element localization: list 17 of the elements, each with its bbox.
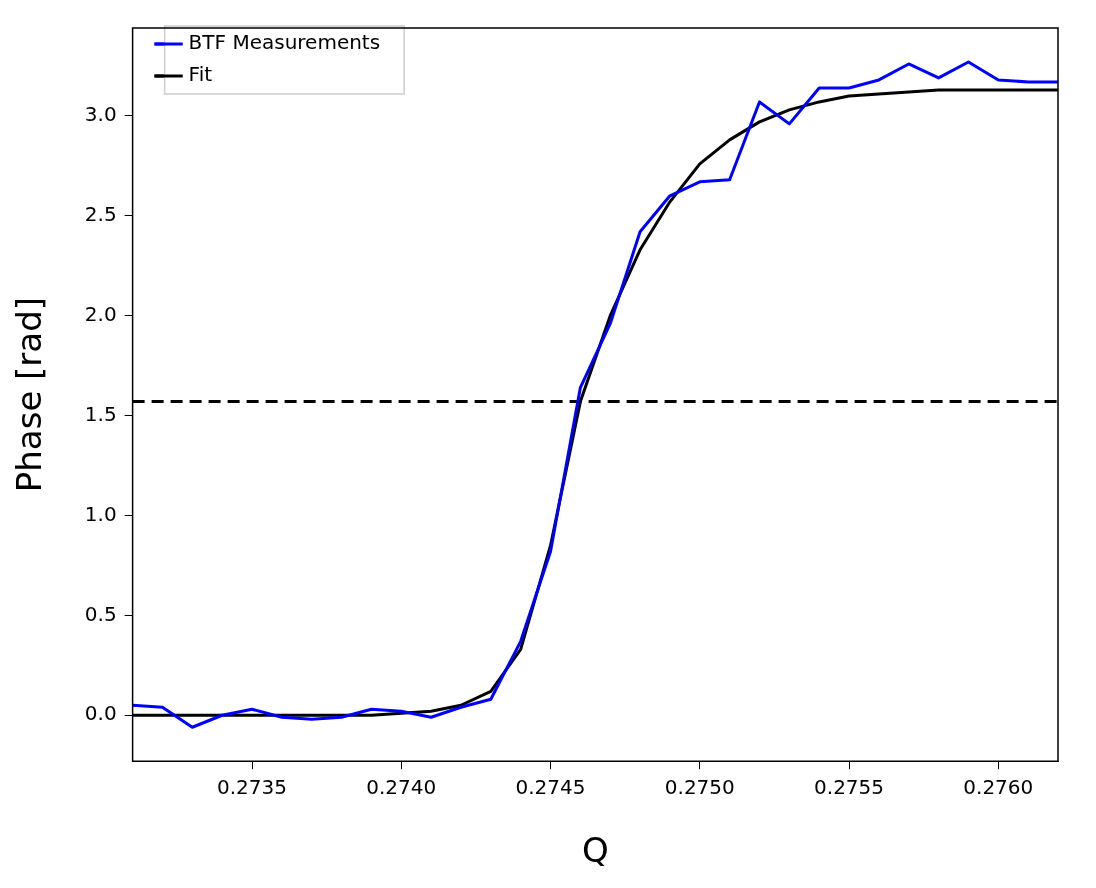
legend-label: Fit bbox=[188, 62, 213, 87]
x-tick-label: 0.2750 bbox=[664, 775, 735, 800]
y-tick-label: 0.0 bbox=[84, 701, 117, 726]
legend-label: BTF Measurements bbox=[188, 30, 381, 55]
x-tick-label: 0.2740 bbox=[366, 775, 437, 800]
y-tick-label: 1.5 bbox=[84, 401, 117, 426]
x-axis-title: Q bbox=[581, 830, 609, 871]
y-tick-label: 0.5 bbox=[84, 601, 117, 626]
y-axis-title: Phase [rad] bbox=[9, 296, 50, 493]
x-tick-label: 0.2760 bbox=[963, 775, 1034, 800]
y-tick-label: 2.0 bbox=[84, 301, 117, 326]
x-tick-label: 0.2755 bbox=[814, 775, 885, 800]
x-tick-label: 0.2745 bbox=[515, 775, 586, 800]
y-tick-label: 2.5 bbox=[84, 202, 117, 226]
x-tick-label: 0.2735 bbox=[217, 775, 287, 800]
y-tick-label: 1.0 bbox=[84, 501, 117, 526]
y-tick-label: 3.0 bbox=[84, 102, 117, 127]
